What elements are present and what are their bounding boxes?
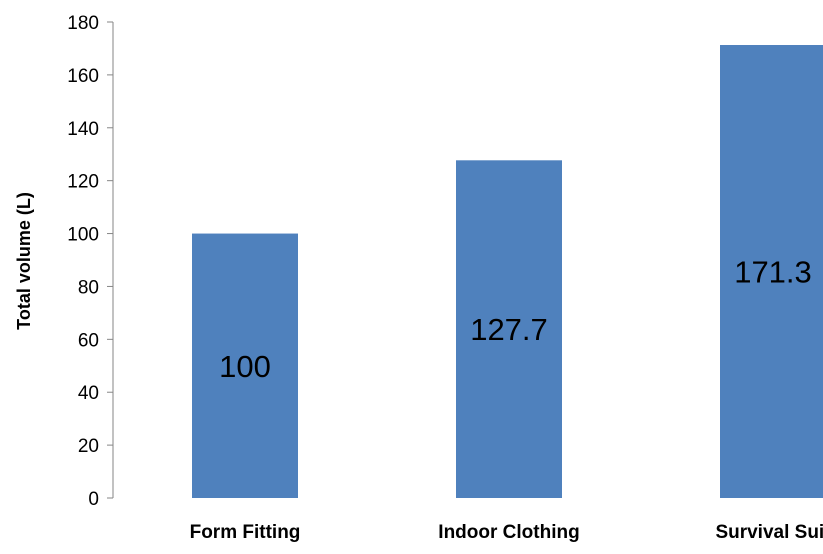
y-axis-label: Total volume (L) [14, 192, 34, 330]
y-tick-label: 100 [67, 225, 99, 246]
y-tick-label: 160 [67, 66, 99, 87]
x-tick-label: Indoor Clothing [438, 522, 579, 543]
y-tick-label: 180 [67, 13, 99, 34]
data-label: 171.3 [734, 255, 812, 290]
bar [192, 233, 298, 499]
y-tick-label: 40 [78, 383, 99, 404]
y-axis [107, 21, 114, 499]
y-tick-label: 120 [67, 172, 99, 193]
x-tick-labels: Form Fitting Indoor Clothing Survival Suit [190, 522, 823, 543]
bars [192, 45, 823, 499]
x-tick-label: Survival Suit [715, 522, 823, 543]
data-labels: 100 127.7 171.3 [219, 255, 812, 384]
data-label: 100 [219, 349, 271, 384]
bar [720, 45, 823, 499]
y-tick-label: 140 [67, 119, 99, 140]
y-tick-label: 80 [78, 277, 99, 298]
y-tick-label: 0 [88, 489, 99, 510]
bar [456, 160, 562, 498]
x-tick-label: Form Fitting [190, 522, 301, 543]
data-label: 127.7 [470, 312, 548, 347]
y-tick-labels: 0 20 40 60 80 100 120 140 160 180 [67, 13, 99, 510]
y-tick-label: 20 [78, 436, 99, 457]
y-tick-label: 60 [78, 330, 99, 351]
